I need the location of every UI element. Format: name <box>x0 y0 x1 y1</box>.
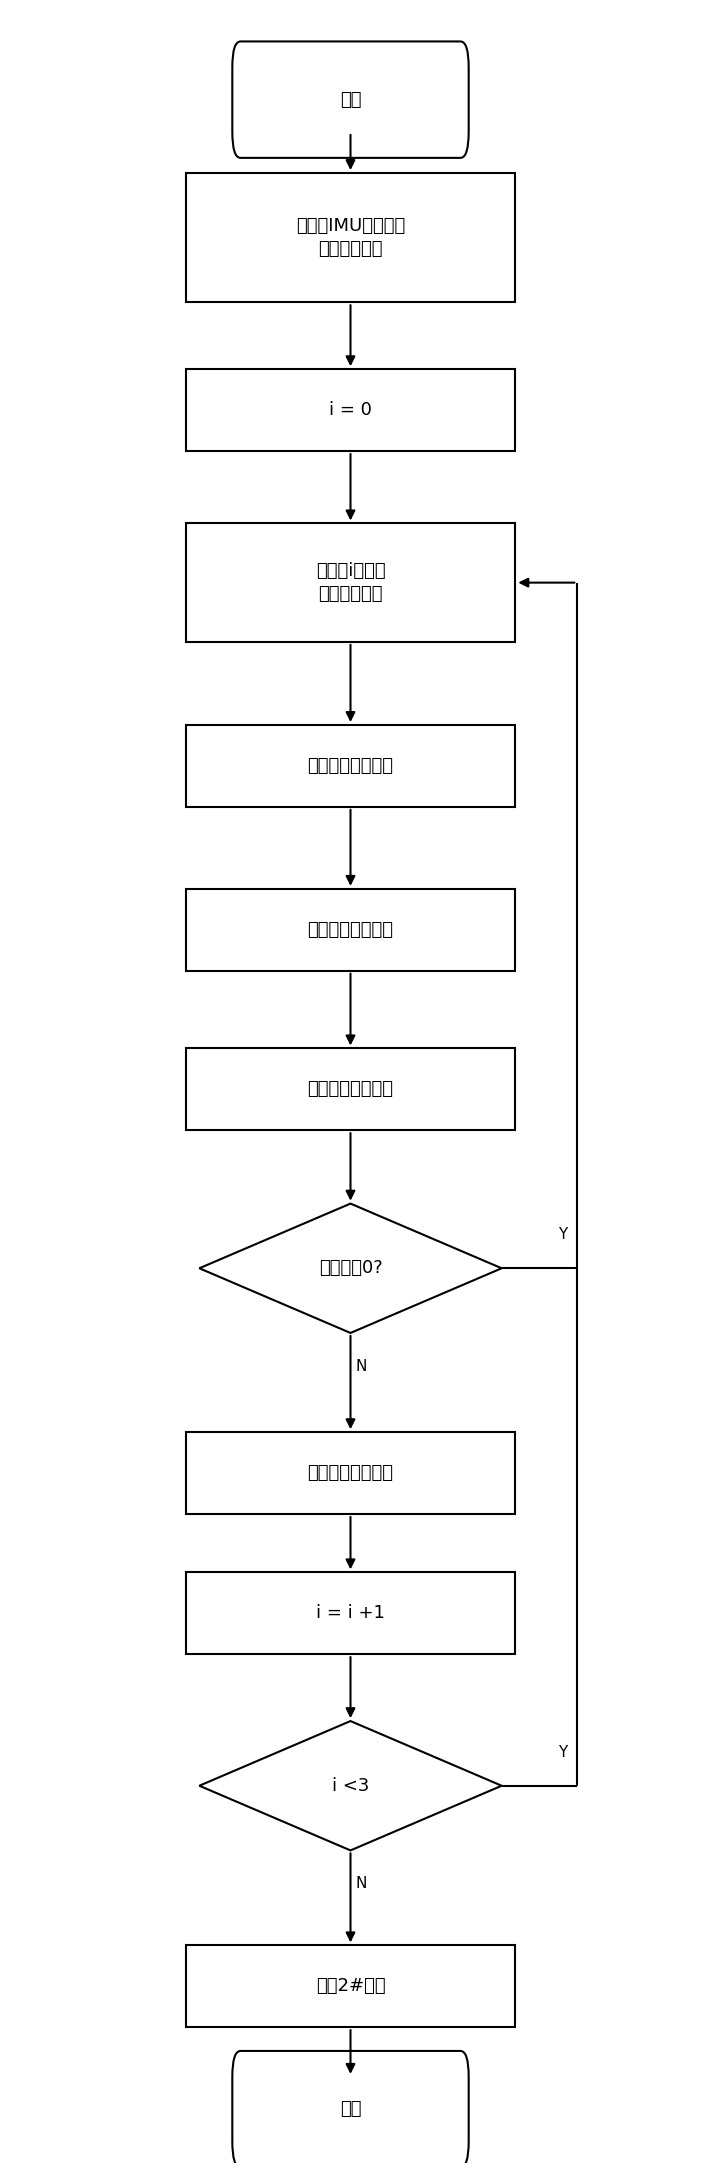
Text: 转动第i支撑足
任意关节角度: 转动第i支撑足 任意关节角度 <box>315 562 386 603</box>
Text: N: N <box>355 1877 367 1892</box>
Bar <box>186 890 515 970</box>
Bar <box>186 1944 515 2027</box>
Bar <box>186 725 515 807</box>
Text: N: N <box>355 1358 367 1374</box>
Bar <box>186 523 515 642</box>
Text: 加速度计实时采集: 加速度计实时采集 <box>308 757 393 775</box>
FancyBboxPatch shape <box>232 2051 469 2168</box>
Text: 结束: 结束 <box>340 2101 361 2118</box>
Text: i = i +1: i = i +1 <box>316 1604 385 1623</box>
FancyBboxPatch shape <box>232 41 469 158</box>
Polygon shape <box>199 1204 502 1332</box>
Text: 再次转动任意角度: 再次转动任意角度 <box>308 920 393 940</box>
Text: Y: Y <box>558 1228 567 1243</box>
Text: i <3: i <3 <box>332 1777 369 1795</box>
Bar <box>186 1048 515 1131</box>
Text: 算法2#求解: 算法2#求解 <box>315 1977 386 1994</box>
Text: Y: Y <box>558 1745 567 1760</box>
Text: 加速度为0?: 加速度为0? <box>319 1259 382 1278</box>
Polygon shape <box>199 1721 502 1851</box>
Text: 恢复关节初始角度: 恢复关节初始角度 <box>308 1465 393 1482</box>
Bar <box>186 369 515 451</box>
Bar <box>186 1573 515 1654</box>
Bar <box>186 174 515 302</box>
Text: 加速度计实时采集: 加速度计实时采集 <box>308 1081 393 1098</box>
Text: i = 0: i = 0 <box>329 401 372 419</box>
Bar <box>186 1432 515 1515</box>
Text: 初始化IMU传感器的
陀螺、加速度: 初始化IMU传感器的 陀螺、加速度 <box>296 217 405 258</box>
Text: 开始: 开始 <box>340 91 361 108</box>
